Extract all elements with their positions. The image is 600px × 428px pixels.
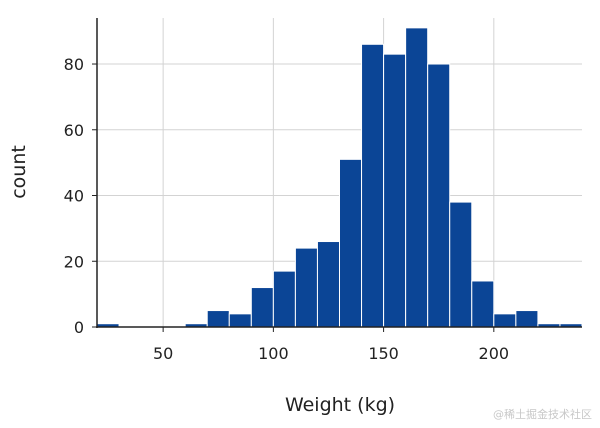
y-tick-label: 80 xyxy=(64,55,84,74)
histogram-bar xyxy=(316,241,341,328)
histogram-bar xyxy=(427,63,451,328)
x-tick-label: 100 xyxy=(258,344,289,363)
histogram-bar xyxy=(294,247,318,328)
histogram-bar xyxy=(383,53,407,328)
histogram-bar xyxy=(250,287,274,328)
y-tick-label: 40 xyxy=(64,187,84,206)
histogram-bar xyxy=(405,27,429,328)
histogram-bar xyxy=(493,313,517,328)
x-axis-label: Weight (kg) xyxy=(285,394,395,416)
y-tick-label: 20 xyxy=(64,252,84,271)
histogram-bar xyxy=(361,43,385,328)
watermark: @稀土掘金技术社区 xyxy=(493,408,592,421)
y-axis-label: count xyxy=(8,145,30,199)
x-tick-label: 200 xyxy=(479,344,510,363)
histogram-bar xyxy=(449,201,473,328)
histogram-bar xyxy=(272,270,296,328)
histogram-bar xyxy=(206,310,230,328)
y-tick-label: 60 xyxy=(64,121,84,140)
x-tick-label: 150 xyxy=(368,344,399,363)
histogram-bar xyxy=(339,158,363,328)
axes xyxy=(92,18,582,332)
histogram-bar xyxy=(471,280,495,328)
histogram-bars xyxy=(96,27,583,328)
y-tick-label: 0 xyxy=(74,318,84,337)
x-tick-label: 50 xyxy=(153,344,173,363)
histogram-bar xyxy=(228,313,252,328)
histogram-bar xyxy=(515,310,539,328)
tick-labels: 50 100 150 200 0 20 40 60 80 xyxy=(64,55,509,363)
